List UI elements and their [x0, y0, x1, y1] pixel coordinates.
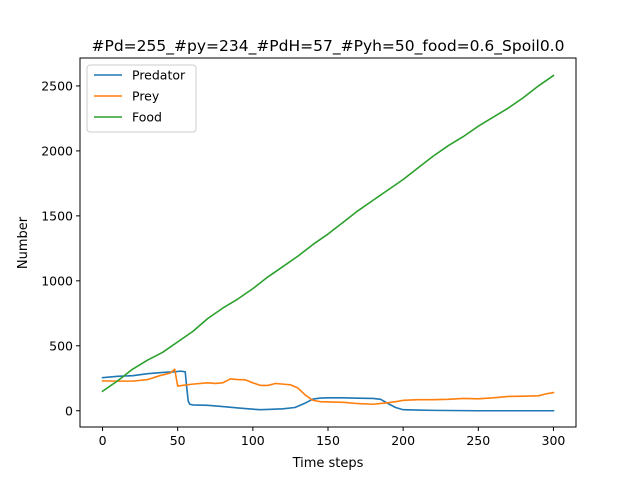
x-tick-label: 50 — [170, 433, 186, 448]
y-tick-label: 0 — [65, 403, 73, 418]
y-tick-label: 2500 — [41, 78, 73, 93]
x-tick-label: 0 — [99, 433, 107, 448]
legend-label-food: Food — [132, 110, 162, 125]
y-axis-ticks: 0 500 1000 1500 2000 2500 — [41, 78, 80, 418]
chart-title: #Pd=255_#py=234_#PdH=57_#Pyh=50_food=0.6… — [92, 37, 565, 56]
y-tick-label: 500 — [49, 338, 73, 353]
x-tick-label: 300 — [542, 433, 566, 448]
legend: Predator Prey Food — [86, 64, 197, 133]
series-line-food — [101, 74, 555, 393]
y-axis-label: Number — [16, 216, 31, 269]
x-tick-label: 100 — [241, 433, 265, 448]
plot-area — [79, 57, 577, 428]
y-tick-label: 2000 — [41, 143, 73, 158]
legend-box — [86, 64, 197, 133]
y-tick-label: 1500 — [41, 208, 73, 223]
x-tick-label: 150 — [316, 433, 340, 448]
series-line-predator — [101, 370, 555, 412]
y-tick-label: 1000 — [41, 273, 73, 288]
x-axis-ticks: 0 50 100 150 200 250 300 — [99, 427, 566, 448]
legend-label-predator: Predator — [132, 68, 186, 83]
x-tick-label: 250 — [466, 433, 490, 448]
x-axis-label: Time steps — [292, 456, 364, 471]
legend-label-prey: Prey — [132, 89, 160, 104]
series-layer — [101, 74, 555, 412]
series-line-prey — [101, 368, 555, 406]
x-tick-label: 200 — [391, 433, 415, 448]
